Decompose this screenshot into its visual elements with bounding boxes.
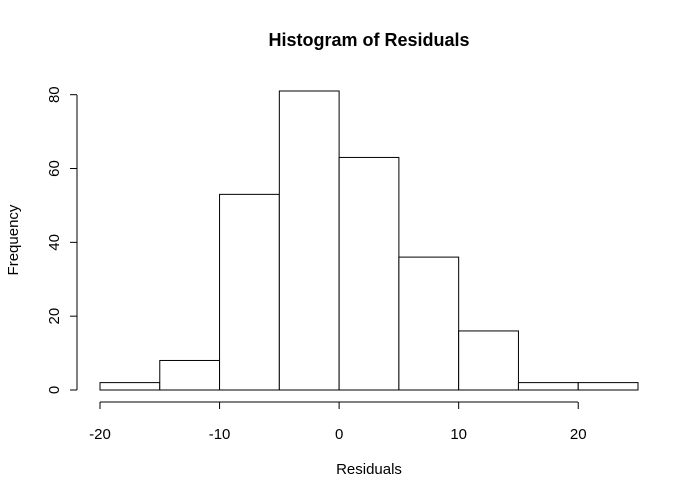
- y-tick-label-4: 60: [46, 160, 63, 177]
- histogram-bar-3: [219, 193, 280, 391]
- histogram-bar-6: [398, 256, 460, 391]
- x-tick-label-3: 0: [335, 426, 343, 443]
- x-axis-ticks: -20 -10 0 10 20: [89, 402, 587, 443]
- y-axis: 0 20 40 60 80: [46, 86, 78, 394]
- histogram-bar-9: [577, 382, 639, 391]
- y-tick-label-2: 20: [46, 308, 63, 325]
- chart-title: Histogram of Residuals: [268, 30, 469, 50]
- y-axis-label: Frequency: [5, 204, 22, 275]
- y-tick-label-1: 0: [46, 386, 63, 394]
- y-tick-label-5: 80: [46, 86, 63, 103]
- histogram-bar-4: [278, 90, 340, 391]
- x-tick-label-1: -20: [89, 426, 111, 443]
- histogram-bar-7: [458, 330, 519, 391]
- x-tick-label-2: -10: [209, 426, 231, 443]
- x-axis: -20 -10 0 10 20: [89, 401, 587, 443]
- histogram-bar-8: [517, 382, 579, 391]
- histogram-bars: [99, 90, 639, 391]
- x-axis-label: Residuals: [336, 461, 402, 478]
- histogram-bar-2: [159, 359, 221, 391]
- x-tick-label-4: 10: [450, 426, 467, 443]
- y-axis-ticks: 0 20 40 60 80: [46, 86, 77, 394]
- histogram-bar-1: [99, 382, 161, 391]
- y-tick-label-3: 40: [46, 234, 63, 251]
- x-tick-label-5: 20: [570, 426, 587, 443]
- histogram-bar-5: [338, 156, 400, 391]
